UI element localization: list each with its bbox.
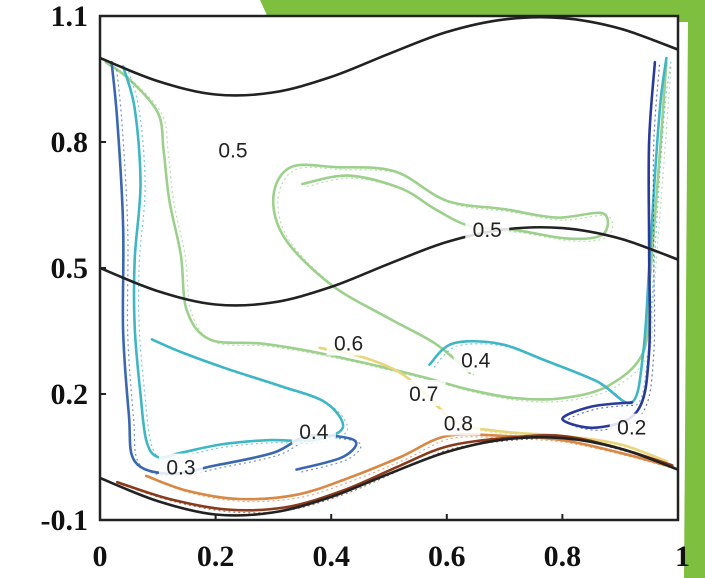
contour-lines (104, 56, 677, 514)
contour-line-0-8-7 (144, 432, 668, 501)
boundary-curve-1 (100, 225, 678, 307)
y-tick-label-4: 1.1 (51, 0, 89, 33)
contour-line-0-4-2 (121, 65, 345, 459)
contour-label-2: 0.6 (334, 333, 363, 356)
contour-label-1: 0.5 (473, 219, 502, 242)
boundary-curve-2 (100, 435, 678, 517)
contour-line-shadow-0 (110, 64, 672, 403)
contour-label-4: 0.7 (409, 383, 438, 406)
x-tick-label-3: 0.6 (428, 540, 466, 573)
contour-label-bg-0 (210, 136, 255, 163)
contour-label-bg-5 (436, 409, 481, 436)
x-tick-label-4: 0.8 (544, 540, 582, 573)
contour-label-8: 0.3 (166, 457, 195, 480)
x-axis-ticks: 0 0.2 0.4 0.6 0.8 1 (93, 514, 690, 573)
contour-label-bg-2 (326, 329, 371, 356)
contour-label-bg-3 (453, 346, 498, 373)
contour-label-bg-4 (401, 380, 446, 406)
contour-line-shadow-2 (127, 68, 349, 461)
boundary-curves (100, 16, 678, 517)
contour-line-0-9-8 (116, 434, 674, 512)
x-tick-label-0: 0 (93, 540, 108, 573)
contour-label-bg-1 (465, 216, 510, 243)
y-tick-label-3: 0.8 (51, 126, 89, 159)
contour-line-shadow-5 (566, 64, 661, 431)
plot-background (100, 16, 678, 520)
contour-label-3: 0.4 (461, 349, 491, 372)
contour-line-0-5-1 (271, 163, 610, 375)
contour-line-0-3-4 (110, 60, 358, 476)
contour-line-shadow-8 (121, 437, 677, 514)
contour-line-0-4-3 (428, 56, 668, 405)
y-tick-label-2: 0.5 (51, 252, 89, 285)
contour-line-shadow-3 (433, 60, 672, 407)
contour-labels: 0.5 0.5 0.6 0.4 0.7 0.8 0.2 0.4 0.3 (158, 136, 654, 480)
x-tick-label-5: 1 (675, 540, 690, 573)
contour-label-5: 0.8 (444, 412, 473, 435)
y-axis-ticks: -0.1 0.2 0.5 0.8 1.1 (41, 0, 106, 537)
green-banner-right (684, 0, 705, 578)
contour-label-bg-8 (158, 453, 203, 480)
contour-line-0-2-5 (561, 60, 657, 430)
boundary-curve-0 (100, 16, 678, 97)
y-tick-label-1: 0.2 (51, 378, 89, 411)
contour-label-0: 0.5 (218, 139, 247, 162)
contour-label-7: 0.4 (299, 421, 329, 444)
x-tick-label-2: 0.4 (312, 540, 350, 573)
x-tick-label-1: 0.2 (197, 540, 235, 573)
contour-label-6: 0.2 (617, 417, 646, 440)
contour-label-bg-6 (609, 413, 654, 440)
y-tick-label-0: -0.1 (41, 504, 89, 537)
contour-label-bg-7 (291, 417, 336, 444)
